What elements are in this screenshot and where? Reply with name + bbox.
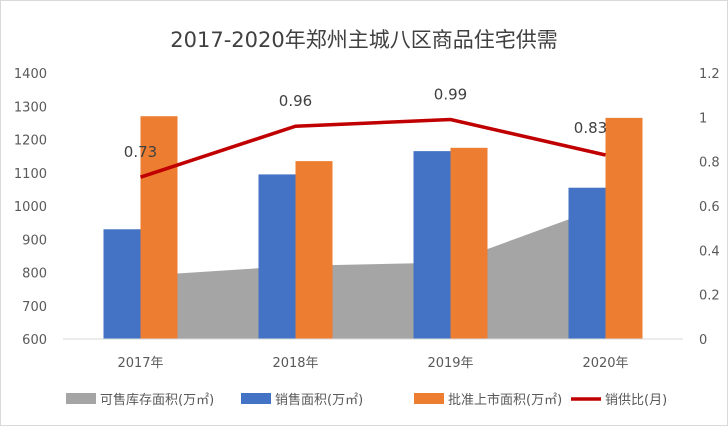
sales-bar [413, 151, 451, 339]
y-tick-label: 1200 [14, 134, 47, 149]
y2-tick-label: 0.6 [699, 200, 720, 215]
legend-label: 可售库存面积(万㎡) [100, 392, 214, 408]
legend-swatch [66, 393, 96, 404]
ratio-data-label: 0.73 [124, 143, 157, 161]
legend-label: 销售面积(万㎡) [275, 392, 363, 408]
y2-tick-label: 0 [699, 333, 707, 348]
y-tick-label: 1400 [14, 67, 47, 82]
x-tick-label: 2017年 [117, 356, 163, 371]
ratio-data-label: 0.99 [434, 86, 467, 104]
sales-bar [258, 174, 296, 339]
y-tick-label: 600 [22, 333, 47, 348]
sales-bar [568, 187, 606, 339]
y-tick-label: 1000 [14, 200, 47, 215]
approved-bar [450, 147, 488, 339]
y-tick-label: 700 [22, 300, 47, 315]
y-tick-label: 1300 [14, 100, 47, 115]
legend-swatch [241, 393, 271, 404]
legend-swatch [414, 393, 444, 404]
y-tick-label: 900 [22, 233, 47, 248]
y2-tick-label: 0.8 [699, 156, 720, 171]
ratio-line [139, 117, 606, 179]
approved-bar [605, 117, 643, 339]
x-tick-label: 2019年 [427, 356, 473, 371]
y-tick-label: 800 [22, 267, 47, 282]
ratio-data-label: 0.83 [574, 119, 607, 137]
y2-tick-label: 0.4 [699, 244, 720, 259]
x-tick-label: 2020年 [582, 356, 628, 371]
sales-bar [103, 229, 141, 339]
legend-label: 销供比(月) [605, 393, 667, 408]
y2-tick-label: 0.2 [699, 289, 720, 304]
approved-bar [140, 116, 178, 339]
y2-tick-label: 1.2 [699, 67, 720, 82]
x-tick-label: 2018年 [272, 356, 318, 371]
inventory-area [140, 206, 606, 339]
ratio-data-label: 0.96 [279, 92, 312, 110]
y-tick-label: 1100 [14, 167, 47, 182]
legend-label: 批准上市面积(万㎡) [448, 392, 562, 408]
y2-tick-label: 1 [699, 111, 707, 126]
approved-bar [295, 161, 333, 339]
chart-title: 2017-2020年郑州主城八区商品住宅供需 [170, 28, 557, 52]
